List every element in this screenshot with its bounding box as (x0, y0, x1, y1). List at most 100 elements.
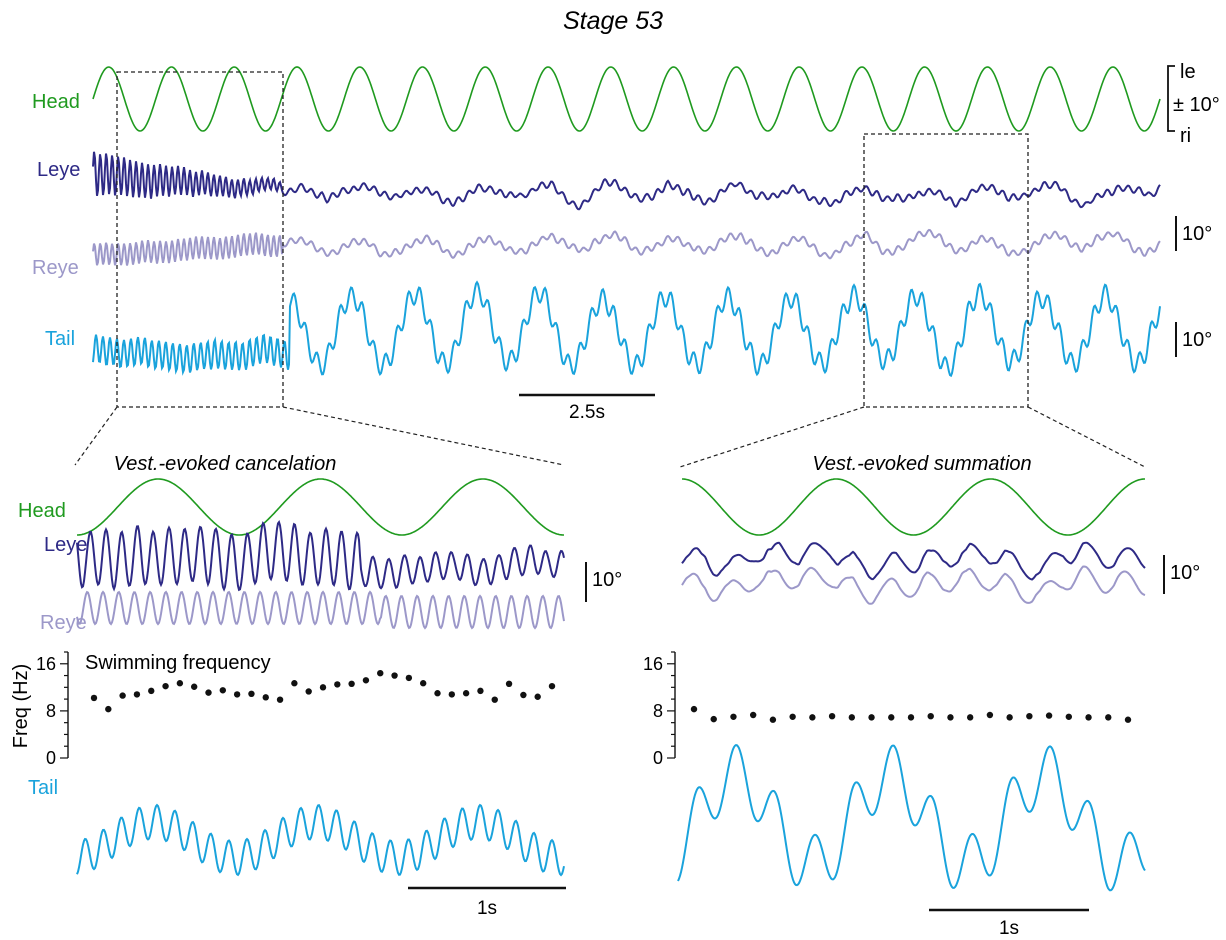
cancel-freq-point (233, 691, 241, 698)
cancel-freq-point (448, 691, 456, 698)
cancel-freq-point (248, 690, 255, 698)
stimulus-scale-bottom: ri (1180, 125, 1191, 147)
cancel-leye-label: Leye (44, 534, 87, 556)
sum-y-tick-label: 0 (653, 748, 663, 768)
cancel-freq-point (434, 690, 441, 697)
zoom-connector-left-a (74, 406, 118, 466)
sum-freq-points (690, 705, 1132, 723)
cancel-reye-trace (76, 590, 565, 630)
cancel-freq-point (148, 687, 155, 695)
cancel-freq-point (305, 688, 312, 695)
cancel-freq-point (176, 680, 184, 687)
sum-freq-point (690, 705, 698, 713)
summation-subtitle: Vest.-evoked summation (812, 453, 1031, 475)
cancel-freq-point (534, 693, 541, 700)
top-time-scale-label: 2.5s (569, 402, 605, 423)
sum-freq-point (1006, 714, 1013, 721)
cancelation-subtitle: Vest.-evoked cancelation (114, 453, 337, 475)
cancel-y-tick-label: 8 (46, 701, 56, 721)
cancel-freq-point (276, 696, 284, 703)
cancel-freq-point (548, 682, 556, 690)
cancel-freq-point (219, 687, 227, 694)
stimulus-scale-mid: ± 10° (1173, 94, 1220, 116)
sum-freq-point (848, 714, 856, 721)
top-reye-trace (92, 228, 1161, 266)
top-leye-label: Leye (37, 159, 80, 181)
cancel-head-trace (77, 478, 564, 536)
sum-freq-point (769, 716, 777, 723)
stimulus-scale-bracket (1167, 65, 1175, 132)
cancel-freq-point (291, 680, 298, 687)
cancel-freq-point (133, 691, 141, 698)
cancel-freq-point (462, 690, 470, 697)
cancel-y-tick-label: 16 (36, 654, 56, 674)
sum-reye-trace (681, 565, 1146, 605)
figure-title: Stage 53 (563, 7, 663, 35)
sum-freq-point (907, 714, 915, 721)
sum-freq-point (1045, 712, 1053, 719)
cancel-freq-point (362, 677, 370, 684)
sum-freq-point (1085, 714, 1092, 721)
zoom-connector-right-a (679, 406, 865, 468)
sum-freq-point (789, 713, 796, 720)
sum-freq-point (986, 711, 994, 719)
sum-freq-point (1065, 713, 1073, 720)
stimulus-scale-top: le (1180, 61, 1196, 83)
sum-freq-point (888, 714, 895, 721)
cancel-freq-point (262, 694, 269, 701)
sum-freq-point (710, 715, 717, 723)
top-head-label: Head (32, 91, 80, 113)
cancel-freq-point (377, 670, 384, 677)
cancel-freq-point (105, 705, 112, 713)
sum-freq-point (966, 714, 974, 721)
cancel-freq-point (162, 682, 169, 690)
top-tail-scale-label: 10° (1182, 329, 1212, 351)
sum-freq-point (809, 714, 816, 721)
cancel-freq-point (319, 684, 327, 691)
top-eye-scale-label: 10° (1182, 223, 1212, 245)
cancel-freq-point (391, 672, 398, 679)
sum-y-tick-label: 8 (653, 701, 663, 721)
cancel-freq-point (119, 692, 126, 699)
zoom-box-cancelation (116, 71, 284, 408)
top-reye-label: Reye (32, 257, 79, 279)
cancel-freq-point (90, 694, 98, 702)
top-tail-trace (92, 280, 1161, 378)
freq-title: Swimming frequency (85, 652, 271, 674)
cancel-freq-point (348, 680, 355, 687)
sum-leye-trace (681, 541, 1146, 581)
cancel-freq-point (491, 696, 498, 703)
cancel-freq-point (477, 687, 484, 695)
sum-eye-scale-label: 10° (1170, 562, 1200, 584)
top-head-trace (92, 66, 1161, 132)
sum-freq-point (1105, 714, 1112, 721)
zoom-connector-right-b (1027, 406, 1146, 468)
zoom-box-summation (863, 133, 1029, 408)
sum-freq-point (947, 714, 954, 721)
top-leye-trace (92, 151, 1161, 211)
top-tail-label: Tail (45, 328, 75, 350)
cancel-freq-point (405, 674, 413, 682)
cancel-freq-points (90, 670, 556, 713)
cancel-freq-point (505, 680, 513, 687)
cancel-tail-trace (76, 803, 565, 877)
sum-freq-point (828, 712, 836, 720)
sum-freq-point (1124, 716, 1132, 723)
sum-freq-point (927, 712, 934, 720)
cancel-freq-point (334, 681, 341, 688)
freq-ylabel: Freq (Hz) (10, 664, 32, 748)
sum-head-trace (682, 478, 1145, 536)
zoom-connector-left-b (282, 406, 565, 466)
cancel-head-label: Head (18, 500, 66, 522)
sum-tail-trace (677, 744, 1146, 892)
cancel-tail-label: Tail (28, 777, 58, 799)
sum-freq-point (730, 713, 737, 720)
sum-freq-point (749, 711, 757, 719)
cancel-freq-point (419, 680, 427, 687)
sum-y-tick-label: 16 (643, 654, 663, 674)
cancel-eye-scale-label: 10° (592, 569, 622, 591)
cancel-freq-point (205, 689, 212, 696)
